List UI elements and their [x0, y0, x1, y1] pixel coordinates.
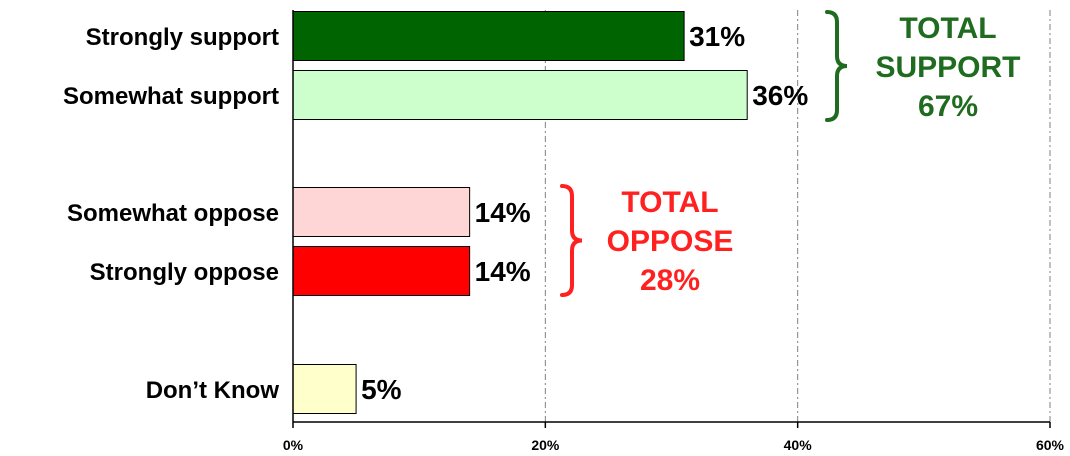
- x-tick-label-3: 60%: [1036, 437, 1065, 453]
- group-label-0-2: 67%: [918, 90, 978, 123]
- category-label-0: Strongly support: [86, 24, 279, 51]
- category-label-1: Somewhat support: [63, 83, 279, 110]
- data-label-4: 5%: [361, 374, 402, 405]
- data-label-2: 14%: [475, 197, 531, 228]
- group-brace-1: [560, 184, 583, 297]
- data-labels: 31%36% 14% 14% 5%: [361, 21, 808, 405]
- gridlines: [544, 10, 1051, 422]
- group-label-0-0: TOTAL: [899, 12, 996, 45]
- x-tick-label-2: 40%: [784, 437, 813, 453]
- x-tick-labels: 0% 20% 40% 60%: [283, 437, 1065, 453]
- category-labels: Strongly support Somewhat support Somewhat…: [63, 24, 279, 404]
- bar-0: [292, 11, 685, 61]
- axes: [292, 10, 1051, 428]
- bar-3: [292, 246, 471, 296]
- bar-4: [292, 364, 357, 414]
- group-annotations: TOTAL SUPPORT 67% TOTAL OPPOSE 28%: [560, 10, 1021, 297]
- data-label-1: 36%: [752, 80, 808, 111]
- data-label-0: 31%: [689, 21, 745, 52]
- group-label-1-0: TOTAL: [621, 186, 718, 219]
- group-label-0-1: SUPPORT: [875, 51, 1020, 84]
- x-tick-label-0: 0%: [283, 437, 304, 453]
- bars: [292, 11, 748, 414]
- group-label-1-1: OPPOSE: [607, 225, 734, 258]
- bar-1: [292, 70, 748, 120]
- category-label-3: Strongly oppose: [90, 259, 279, 286]
- category-label-2: Somewhat oppose: [67, 200, 279, 227]
- category-label-4: Don’t Know: [146, 377, 280, 404]
- group-label-1-2: 28%: [640, 264, 700, 297]
- x-tick-label-1: 20%: [531, 437, 560, 453]
- data-label-3: 14%: [475, 256, 531, 287]
- bar-2: [292, 187, 471, 237]
- group-brace-0: [825, 10, 848, 122]
